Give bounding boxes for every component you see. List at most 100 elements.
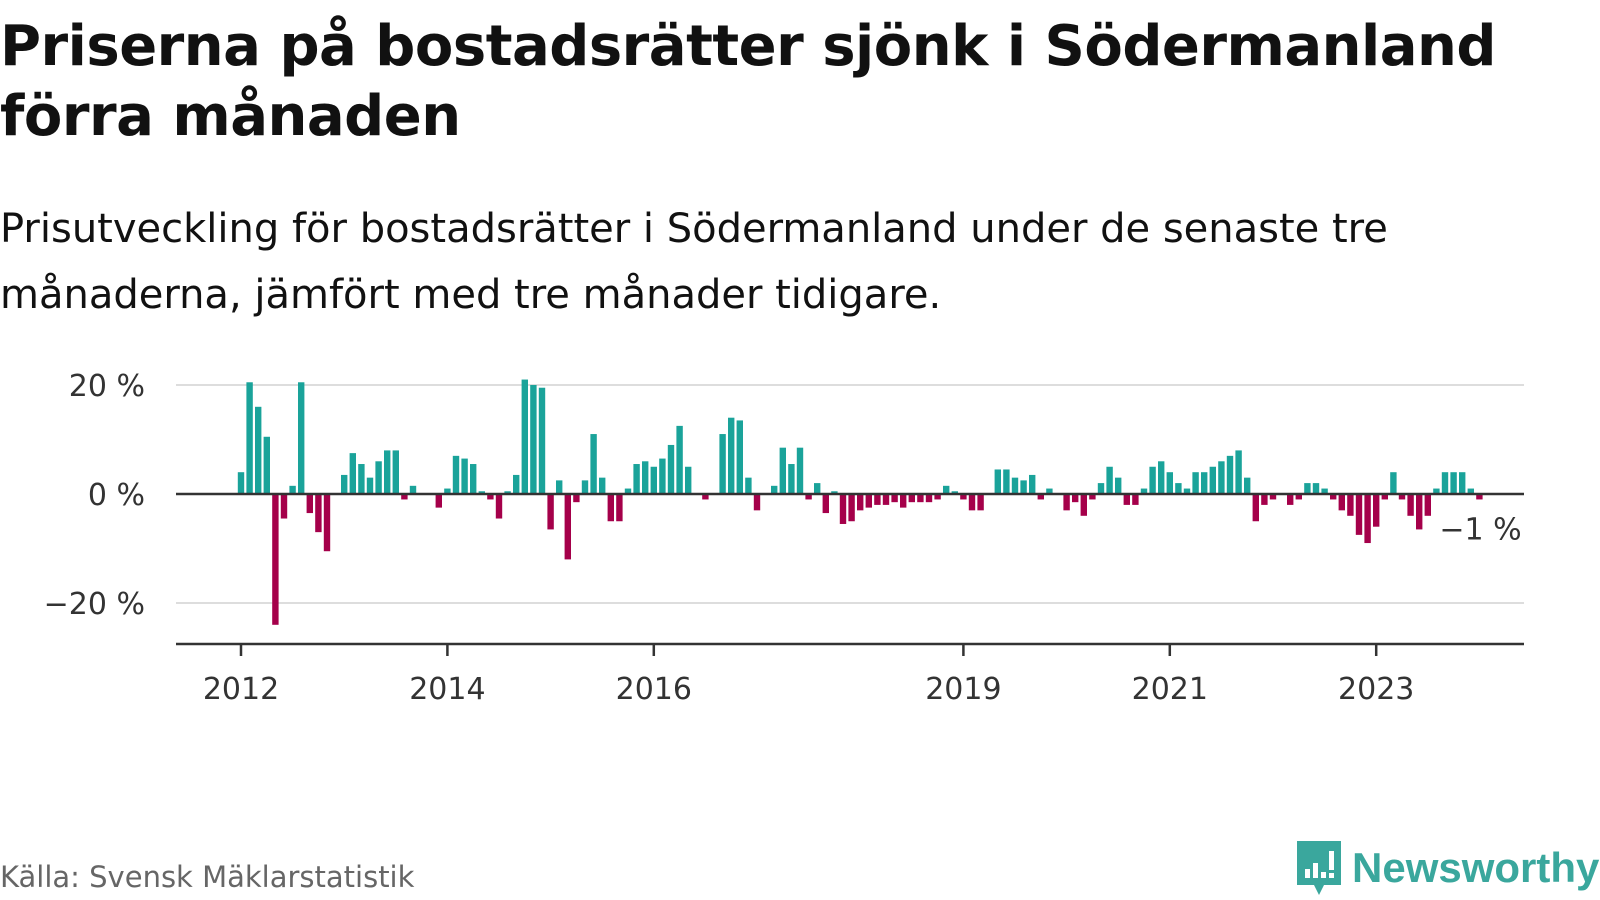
bar xyxy=(1192,472,1199,494)
bar xyxy=(1459,472,1466,494)
bar xyxy=(1235,450,1242,494)
bar xyxy=(719,434,726,494)
bar xyxy=(779,447,786,494)
bar xyxy=(1295,494,1302,500)
bar xyxy=(1003,469,1010,494)
bar xyxy=(487,494,494,500)
bar xyxy=(1029,474,1036,494)
bar xyxy=(805,494,812,500)
bar xyxy=(272,494,279,625)
bar xyxy=(1183,488,1191,494)
bar xyxy=(581,480,589,494)
y-axis-ticks: 20 % 0 % −20 % xyxy=(44,369,145,622)
bar xyxy=(839,494,847,524)
bar xyxy=(616,494,623,522)
bar xyxy=(358,464,365,494)
y-tick-label: 20 % xyxy=(69,369,145,404)
x-tick-label: 2016 xyxy=(616,672,692,707)
bar xyxy=(513,474,520,494)
bar xyxy=(900,494,907,508)
x-tick-label: 2023 xyxy=(1338,672,1414,707)
grid-layer xyxy=(176,384,1524,604)
bar xyxy=(1132,494,1139,505)
bar xyxy=(1304,483,1311,494)
bar xyxy=(857,494,864,511)
bar xyxy=(1011,477,1019,494)
bar xyxy=(1175,483,1182,494)
bar xyxy=(1201,472,1208,494)
bar xyxy=(1321,488,1328,494)
bar xyxy=(908,494,915,503)
bar xyxy=(1046,488,1053,494)
x-tick-label: 2014 xyxy=(409,672,485,707)
bar xyxy=(822,494,829,514)
bar xyxy=(1252,494,1259,522)
bar xyxy=(1020,480,1027,494)
bar xyxy=(504,491,511,494)
bar xyxy=(891,494,898,503)
bar xyxy=(642,461,649,494)
bar xyxy=(315,494,322,533)
bar xyxy=(306,494,313,514)
bar xyxy=(1106,466,1113,494)
bar xyxy=(874,494,881,505)
bar xyxy=(1476,494,1483,500)
x-tick-label: 2021 xyxy=(1132,672,1208,707)
bar xyxy=(1261,494,1268,505)
bar xyxy=(1209,466,1216,494)
chart-subtitle: Prisutveckling för bostadsrätter i Söder… xyxy=(0,206,1388,318)
bar xyxy=(599,477,606,494)
bar xyxy=(384,450,391,494)
bar xyxy=(745,477,752,494)
bar xyxy=(1355,494,1363,535)
bar xyxy=(728,417,735,494)
bar xyxy=(1244,477,1251,494)
newsworthy-logo-icon xyxy=(1297,841,1341,895)
bar xyxy=(1166,472,1173,494)
y-tick-label: −20 % xyxy=(44,587,145,622)
bar xyxy=(1149,466,1156,494)
bar xyxy=(676,425,683,494)
bar xyxy=(1441,472,1449,494)
bar xyxy=(753,494,761,511)
bar xyxy=(323,494,331,552)
bar xyxy=(478,491,485,494)
x-tick-label: 2012 xyxy=(203,672,279,707)
bar xyxy=(633,464,640,494)
bar xyxy=(917,494,924,503)
bar xyxy=(771,485,778,494)
bar xyxy=(882,494,890,505)
bar xyxy=(796,447,804,494)
bar xyxy=(298,382,305,494)
bar xyxy=(1398,494,1406,500)
bar xyxy=(401,494,408,500)
bar xyxy=(814,483,821,494)
bar xyxy=(624,488,632,494)
chart-title: Priserna på bostadsrätter sjönk i Söderm… xyxy=(0,14,1496,149)
bar xyxy=(848,494,855,522)
bar xyxy=(1140,488,1148,494)
bar xyxy=(349,453,356,494)
bar xyxy=(736,420,743,494)
bar xyxy=(1433,488,1440,494)
bar xyxy=(1072,494,1079,503)
bar xyxy=(1037,494,1044,500)
bar xyxy=(788,464,795,494)
bar xyxy=(409,485,417,494)
bar xyxy=(366,477,374,494)
bar xyxy=(1450,472,1457,494)
bar xyxy=(607,494,614,522)
bar xyxy=(702,494,709,500)
bar xyxy=(1424,494,1431,516)
bar xyxy=(590,434,597,494)
bar xyxy=(237,472,245,494)
bar xyxy=(1373,494,1380,527)
bar xyxy=(1218,461,1225,494)
bar xyxy=(444,488,451,494)
bar xyxy=(246,382,253,494)
bar xyxy=(667,444,675,494)
bar xyxy=(1123,494,1130,505)
bar xyxy=(1089,494,1096,500)
bar xyxy=(1063,494,1070,511)
x-tick-label: 2019 xyxy=(925,672,1001,707)
